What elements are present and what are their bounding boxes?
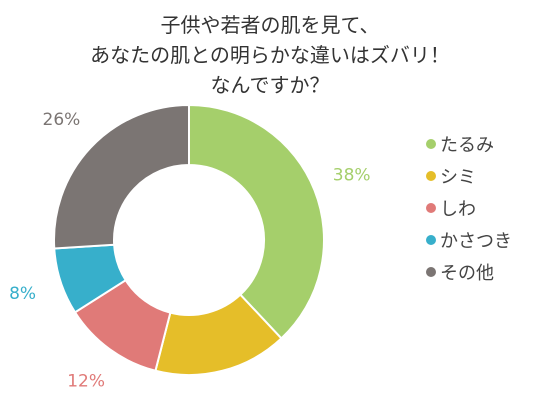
- legend-label: かさつき: [440, 231, 512, 252]
- chart-title-line-1: 子供や若者の肌を見て、: [160, 13, 380, 37]
- chart-title-line-2: あなたの肌との明らかな違いはズバリ！: [90, 43, 450, 67]
- legend-marker-icon: [426, 139, 436, 149]
- legend-marker-icon: [426, 235, 436, 245]
- legend-marker-icon: [426, 267, 436, 277]
- legend-item-2: しわ: [426, 192, 512, 224]
- donut-slice-0: [188, 103, 325, 340]
- legend-marker-icon: [426, 171, 436, 181]
- chart-title-line-3: なんですか？: [210, 73, 330, 97]
- legend-item-3: かさつき: [426, 224, 512, 256]
- chart-title: 子供や若者の肌を見て、 あなたの肌との明らかな違いはズバリ！ なんですか？: [0, 10, 540, 100]
- slice-label-2: 12%: [67, 372, 105, 392]
- slice-label-4: 26%: [43, 110, 81, 130]
- slice-label-3: 8%: [9, 284, 36, 304]
- legend: たるみシミしわかさつきその他: [426, 128, 512, 288]
- legend-label: シミ: [440, 167, 476, 188]
- legend-item-0: たるみ: [426, 128, 512, 160]
- slice-label-0: 38%: [333, 166, 371, 186]
- legend-item-4: その他: [426, 256, 512, 288]
- legend-item-1: シミ: [426, 160, 512, 192]
- legend-marker-icon: [426, 203, 436, 213]
- legend-label: たるみ: [440, 135, 494, 156]
- donut-slice-4: [53, 103, 190, 250]
- legend-label: しわ: [440, 199, 476, 220]
- legend-label: その他: [440, 263, 494, 284]
